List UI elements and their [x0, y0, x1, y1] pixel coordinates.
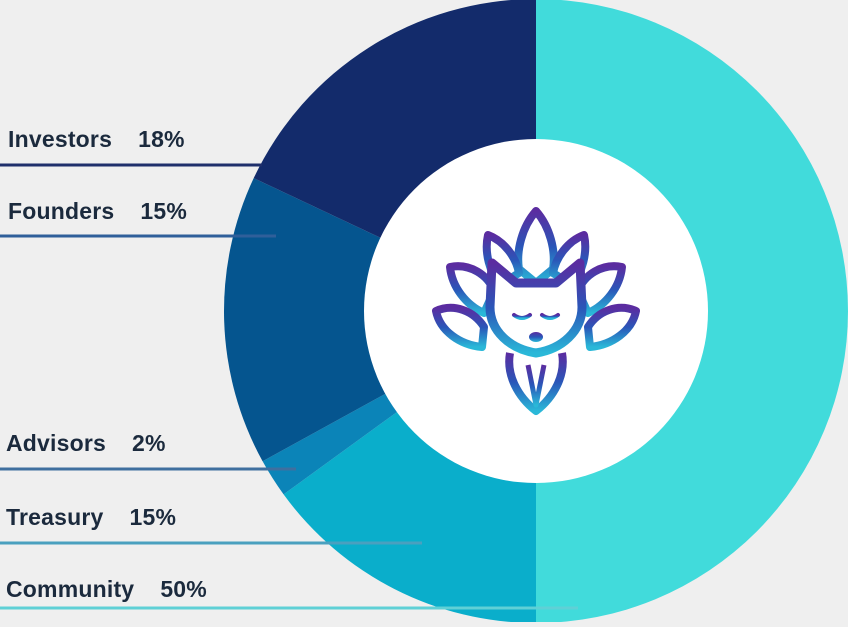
slice-label-founders: Founders 15%: [8, 198, 187, 225]
slice-label-investors: Investors 18%: [8, 126, 185, 153]
slice-label-percent: 18%: [138, 126, 185, 152]
slice-label-advisors: Advisors 2%: [6, 430, 166, 457]
slice-label-name: Advisors: [6, 430, 107, 456]
slice-label-percent: 15%: [140, 198, 188, 224]
slice-label-percent: 2%: [132, 430, 166, 456]
slice-label-name: Treasury: [6, 504, 104, 530]
slice-label-name: Community: [6, 576, 135, 602]
slice-label-percent: 15%: [129, 504, 177, 530]
fox-lotus-logo: [432, 207, 640, 415]
slice-label-name: Founders: [8, 198, 115, 224]
slice-label-name: Investors: [8, 126, 113, 152]
slice-label-treasury: Treasury 15%: [6, 504, 176, 531]
slice-label-community: Community 50%: [6, 576, 207, 603]
leader-lines-group: [0, 163, 578, 610]
slice-label-percent: 50%: [160, 576, 207, 602]
